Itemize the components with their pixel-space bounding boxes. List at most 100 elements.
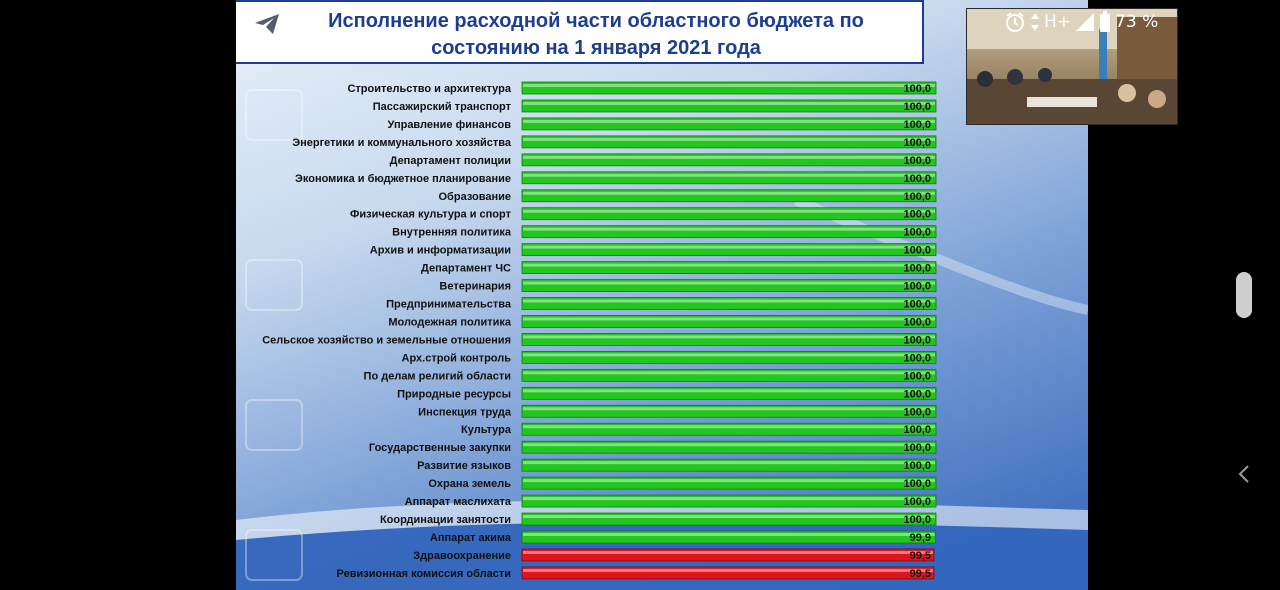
chart-row: Ревизионная комиссия области 99,5 — [337, 566, 935, 580]
value-label: 100,0 — [903, 227, 931, 239]
value-label: 100,0 — [903, 496, 931, 508]
value-label: 100,0 — [903, 245, 931, 257]
bar-highlight — [523, 281, 935, 285]
bar — [521, 171, 937, 185]
chart-row: Аппарат маслихата 100,0 — [405, 494, 937, 508]
category-label: Развитие языков — [417, 460, 511, 472]
category-label: Культура — [461, 424, 512, 436]
category-label: Департамент ЧС — [421, 263, 511, 275]
chart-row: Охрана земель 100,0 — [428, 476, 937, 490]
bar — [521, 153, 937, 167]
bar — [521, 350, 937, 364]
bar-highlight — [523, 425, 935, 429]
category-label: Арх.строй контроль — [402, 352, 512, 364]
bar-highlight — [523, 568, 933, 572]
bar — [521, 315, 937, 328]
bar — [521, 386, 937, 400]
value-label: 100,0 — [903, 155, 931, 167]
bar-highlight — [523, 84, 935, 87]
bar-highlight — [523, 119, 935, 123]
bar — [521, 117, 937, 131]
bar-highlight — [523, 245, 935, 249]
video-call-frame — [967, 9, 1177, 124]
chart-row: Строительство и архитектура 100,0 — [347, 81, 937, 95]
chevron-left-icon[interactable] — [1236, 464, 1252, 484]
bar-highlight — [523, 479, 935, 483]
category-label: Природные ресурсы — [397, 388, 511, 400]
chart-row: Координации занятости 100,0 — [380, 512, 937, 526]
video-call-tile[interactable] — [966, 8, 1178, 125]
bar — [521, 189, 937, 203]
chart-row: Управление финансов 100,0 — [388, 117, 937, 131]
category-label: Координации занятости — [380, 514, 511, 526]
chart-row: Здравоохранение 99,5 — [413, 548, 935, 562]
bar-highlight — [523, 371, 935, 375]
chart-row: Департамент ЧС 100,0 — [421, 261, 937, 275]
bar-highlight — [523, 173, 935, 177]
category-label: Аппарат маслихата — [405, 496, 512, 508]
bar — [521, 440, 937, 454]
value-label: 100,0 — [903, 137, 931, 149]
category-label: Ревизионная комиссия области — [337, 568, 511, 580]
category-label: Аппарат акима — [430, 532, 512, 544]
slide-title: Исполнение расходной части областного бю… — [328, 10, 864, 59]
category-label: Управление финансов — [388, 119, 512, 131]
bar-highlight — [523, 497, 935, 501]
category-label: Охрана земель — [428, 478, 511, 490]
value-label: 100,0 — [903, 316, 931, 328]
bar-highlight — [523, 263, 935, 267]
category-label: Ветеринария — [439, 281, 511, 293]
bar-highlight — [523, 317, 935, 321]
status-bar: H+ 73 % — [1004, 8, 1158, 36]
bar-highlight — [523, 335, 935, 339]
category-label: Экономика и бюджетное планирование — [295, 173, 511, 185]
chart-row: Развитие языков 100,0 — [417, 458, 937, 472]
bar — [521, 225, 937, 239]
chart-row: Сельское хозяйство и земельные отношения… — [262, 333, 937, 346]
edge-panel-handle[interactable] — [1236, 272, 1252, 318]
bar — [521, 476, 937, 490]
bar-highlight — [523, 550, 933, 554]
value-label: 100,0 — [903, 388, 931, 400]
value-label: 100,0 — [903, 281, 931, 293]
value-label: 100,0 — [903, 299, 931, 311]
chart-row: Государственные закупки 100,0 — [369, 440, 937, 454]
category-label: Молодежная политика — [388, 316, 512, 328]
value-label: 100,0 — [903, 442, 931, 454]
bar — [521, 207, 937, 221]
signal-icon — [1076, 13, 1095, 31]
chart-row: Культура 100,0 — [461, 422, 937, 436]
bar — [521, 512, 937, 526]
category-label: Физическая культура и спорт — [350, 209, 512, 221]
chart-row: Энергетики и коммунального хозяйства 100,… — [292, 135, 937, 149]
chart-rows: Строительство и архитектура 100,0 Пассажир… — [262, 81, 937, 580]
category-label: Государственные закупки — [369, 442, 511, 454]
telegram-send-icon — [255, 14, 279, 34]
category-label: Предпринимательства — [386, 299, 512, 311]
chart-row: Физическая культура и спорт 100,0 — [350, 207, 937, 221]
chart-row: Предпринимательства 100,0 — [386, 297, 937, 311]
value-label: 100,0 — [903, 334, 931, 346]
bar-highlight — [523, 299, 935, 303]
category-label: Пассажирский транспорт — [373, 101, 512, 113]
bar — [521, 494, 937, 508]
chart-row: Инспекция труда 100,0 — [418, 404, 937, 418]
value-label: 100,0 — [903, 263, 931, 275]
category-label: По делам религий области — [364, 370, 511, 382]
value-label: 100,0 — [903, 191, 931, 203]
bar — [521, 368, 937, 382]
alarm-icon — [1006, 12, 1024, 32]
bar-highlight — [523, 101, 935, 105]
category-label: Архив и информатизации — [370, 245, 511, 257]
category-label: Департамент полиции — [390, 155, 511, 167]
chart-row: Молодежная политика 100,0 — [388, 315, 937, 328]
bar — [521, 243, 937, 257]
bar-highlight — [523, 191, 935, 195]
bar — [521, 99, 937, 113]
category-label: Энергетики и коммунального хозяйства — [292, 137, 512, 149]
bar — [521, 297, 937, 310]
value-label: 100,0 — [903, 83, 931, 95]
value-label: 100,0 — [903, 460, 931, 472]
value-label: 100,0 — [903, 370, 931, 382]
bar — [521, 333, 937, 346]
